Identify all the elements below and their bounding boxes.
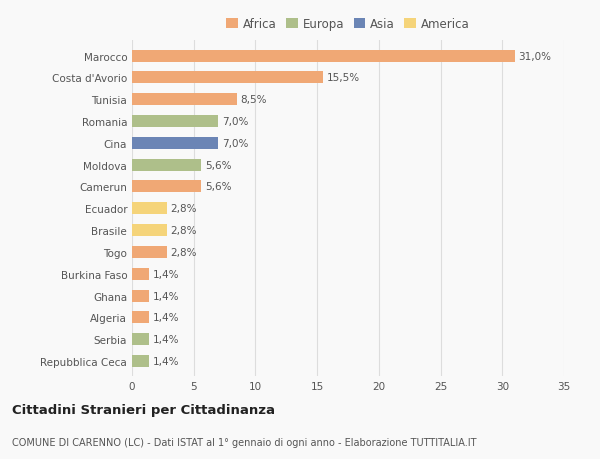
Bar [132, 312, 149, 324]
Bar [132, 246, 167, 258]
Text: 8,5%: 8,5% [241, 95, 267, 105]
Bar [132, 159, 201, 171]
Text: 7,0%: 7,0% [222, 117, 248, 127]
Bar [132, 224, 167, 236]
Bar [132, 50, 515, 62]
Bar [132, 203, 167, 215]
Text: 31,0%: 31,0% [518, 51, 551, 62]
Text: 1,4%: 1,4% [153, 335, 179, 344]
Text: 7,0%: 7,0% [222, 139, 248, 149]
Text: 1,4%: 1,4% [153, 291, 179, 301]
Text: 2,8%: 2,8% [170, 226, 197, 235]
Text: 1,4%: 1,4% [153, 313, 179, 323]
Bar [132, 94, 237, 106]
Text: 5,6%: 5,6% [205, 160, 232, 170]
Legend: Africa, Europa, Asia, America: Africa, Europa, Asia, America [221, 14, 475, 36]
Text: 1,4%: 1,4% [153, 269, 179, 279]
Bar [132, 181, 201, 193]
Text: 15,5%: 15,5% [327, 73, 360, 83]
Bar [132, 268, 149, 280]
Text: 5,6%: 5,6% [205, 182, 232, 192]
Bar [132, 355, 149, 367]
Text: 2,8%: 2,8% [170, 247, 197, 257]
Text: COMUNE DI CARENNO (LC) - Dati ISTAT al 1° gennaio di ogni anno - Elaborazione TU: COMUNE DI CARENNO (LC) - Dati ISTAT al 1… [12, 437, 476, 447]
Text: 2,8%: 2,8% [170, 204, 197, 214]
Bar [132, 116, 218, 128]
Bar [132, 138, 218, 150]
Text: Cittadini Stranieri per Cittadinanza: Cittadini Stranieri per Cittadinanza [12, 403, 275, 416]
Bar [132, 73, 323, 84]
Bar [132, 333, 149, 345]
Text: 1,4%: 1,4% [153, 356, 179, 366]
Bar [132, 290, 149, 302]
